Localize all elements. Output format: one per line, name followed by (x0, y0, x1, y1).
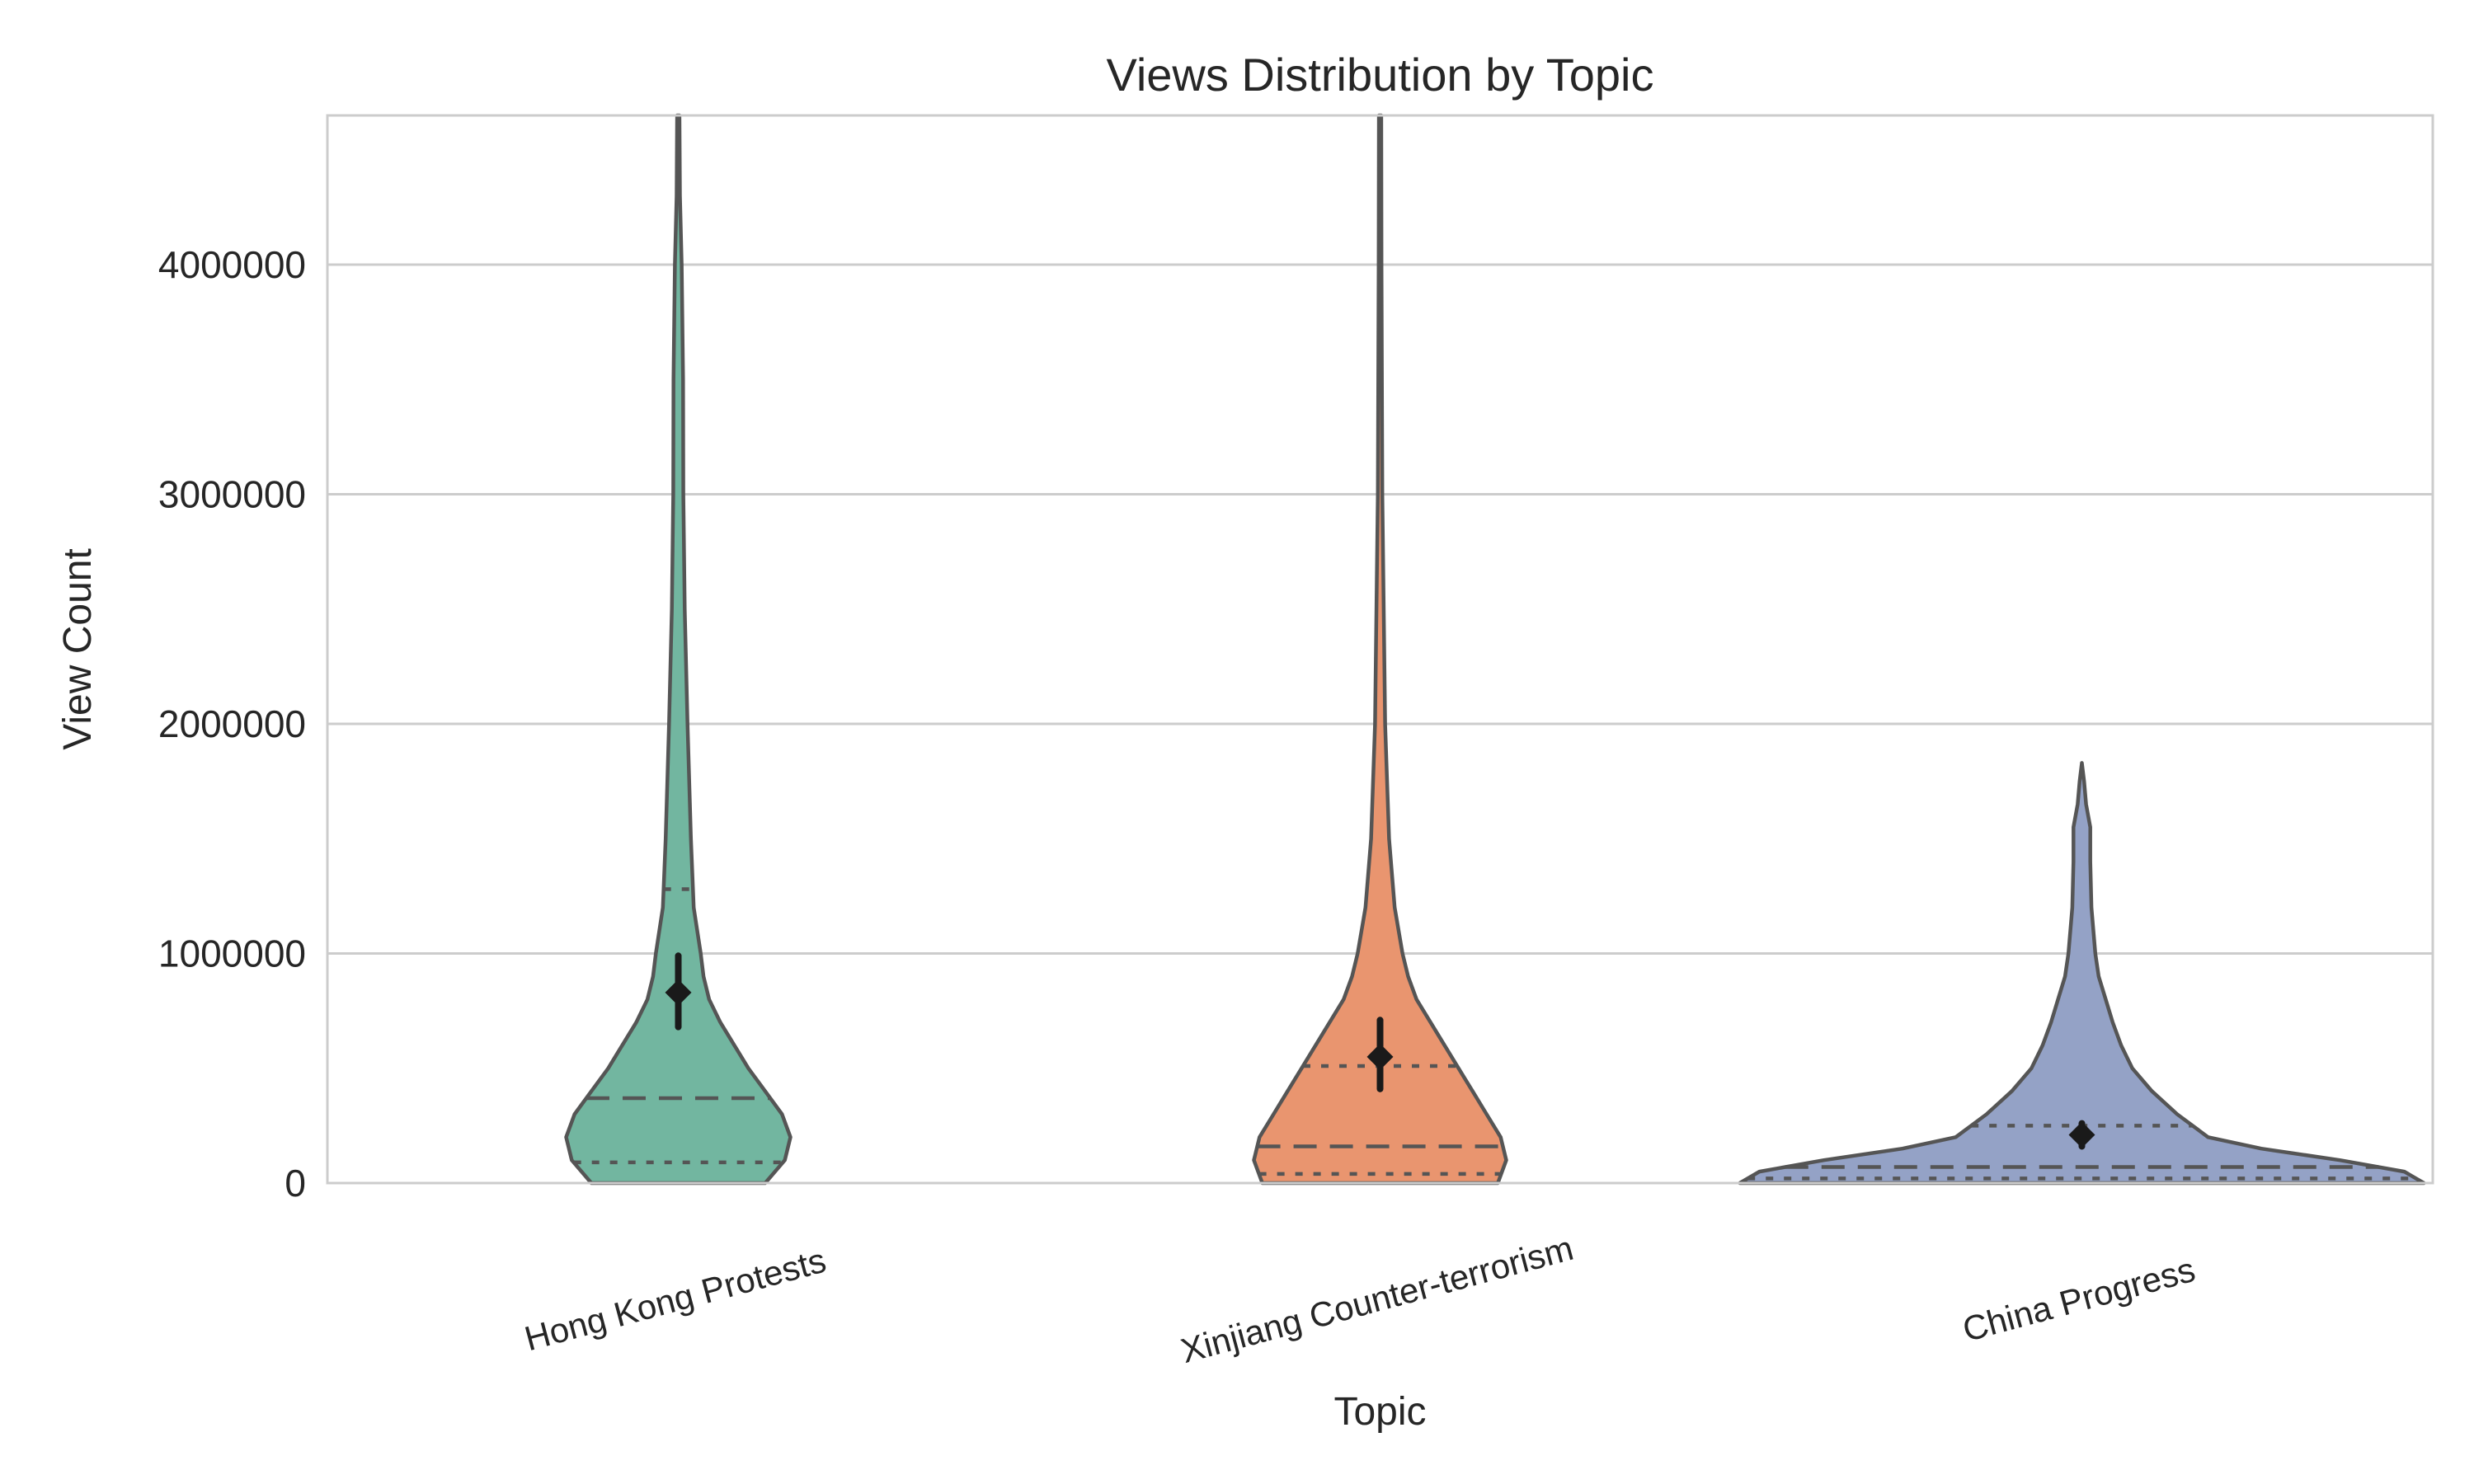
x-tick-label: China Progress (1959, 1250, 2199, 1349)
y-tick-label: 3000000 (158, 473, 306, 516)
mean-marker (665, 979, 692, 1006)
y-tick-label: 2000000 (158, 702, 306, 745)
y-tick-label: 1000000 (158, 932, 306, 975)
y-axis-label: View Count (56, 548, 100, 750)
x-tick-labels: Hong Kong Protests Xinjiang Counter-terro… (520, 1228, 2199, 1370)
y-tick-label: 0 (285, 1162, 306, 1205)
chart-title: Views Distribution by Topic (1106, 49, 1653, 101)
plot-frame (326, 114, 2434, 1185)
violin-body (1738, 761, 2426, 1186)
x-tick-label: Hong Kong Protests (520, 1241, 830, 1359)
x-tick-label: Xinjiang Counter-terrorism (1177, 1228, 1578, 1370)
mean-markers (665, 952, 2095, 1150)
violins (564, 113, 2426, 1186)
mean-marker (1366, 1043, 1394, 1070)
mean-marker (2068, 1121, 2095, 1148)
y-tick-label: 4000000 (158, 243, 306, 286)
x-axis-label: Topic (1333, 1390, 1426, 1434)
y-tick-labels: 0 1000000 2000000 3000000 4000000 (158, 243, 306, 1205)
